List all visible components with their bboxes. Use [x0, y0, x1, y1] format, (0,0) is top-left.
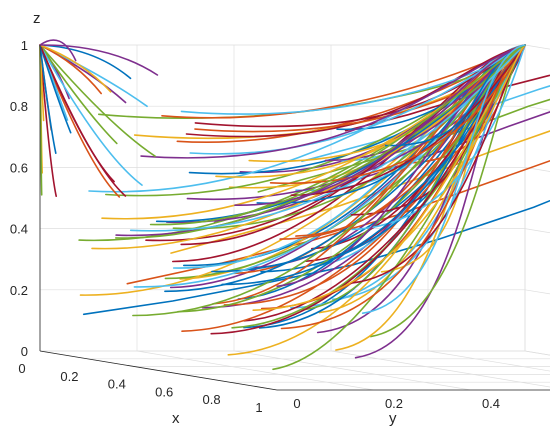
x-axis-line — [39, 350, 278, 391]
grid-line — [524, 105, 550, 111]
x-tick-label: 0.4 — [108, 377, 126, 392]
trajectory-line — [91, 44, 526, 250]
x-tick-label: 1 — [255, 400, 262, 415]
trajectory-line — [39, 44, 57, 154]
trajectory-line — [185, 44, 526, 138]
trajectory-line — [39, 39, 77, 62]
trajectory-line — [39, 44, 118, 145]
z-tick-label: 1 — [21, 38, 28, 53]
grid-line — [330, 350, 550, 388]
trajectory-line — [39, 44, 159, 76]
trajectory-line — [140, 44, 526, 159]
trajectories-layer — [39, 39, 550, 371]
trajectory-line — [369, 44, 526, 338]
grid-line — [427, 350, 550, 372]
x-tick-label: 0 — [18, 361, 25, 376]
x-tick-label: 0.8 — [203, 392, 221, 407]
grid-line — [524, 228, 550, 234]
x-axis-label: x — [172, 410, 180, 427]
trajectory-line — [82, 199, 550, 316]
x-tick-label: 0.2 — [60, 369, 78, 384]
trajectory-line — [227, 44, 526, 356]
tick-labels-layer: 00.20.40.60.8100.20.40.60.8100.20.40.60.… — [10, 38, 500, 415]
x-tick-label: 0.6 — [155, 384, 173, 399]
z-tick-label: 0.8 — [10, 99, 28, 114]
z-tick-label: 0.6 — [10, 160, 28, 175]
grid-line — [524, 167, 550, 172]
trajectory-line — [39, 44, 57, 197]
z-tick-label: 0.2 — [10, 283, 28, 298]
trajectory-line — [344, 74, 550, 132]
trajectory-line — [149, 44, 526, 226]
trajectory-line — [234, 44, 526, 207]
y-tick-label: 0 — [293, 396, 300, 411]
z-tick-label: 0.4 — [10, 222, 28, 237]
trajectory-line — [39, 44, 112, 93]
trajectory-line — [39, 44, 127, 197]
axis-layer — [39, 45, 550, 391]
grid-line — [136, 350, 375, 391]
y-axis-label: y — [389, 410, 397, 427]
trajectory-line — [189, 44, 526, 155]
trajectory-line — [361, 44, 526, 314]
trajectory-line — [39, 44, 143, 186]
trajectory-line — [257, 98, 550, 193]
trajectory-line — [39, 44, 156, 157]
trajectory-line — [351, 44, 526, 231]
trajectory-line — [39, 44, 72, 134]
trajectory-line — [39, 44, 132, 80]
z-axis-label: z — [33, 10, 41, 27]
trajectory-line — [129, 44, 526, 232]
trajectory-line — [280, 44, 526, 330]
trajectory-line — [252, 44, 526, 311]
grid-line — [233, 350, 472, 391]
y-tick-label: 0.2 — [385, 396, 403, 411]
y-tick-label: 0.4 — [482, 396, 500, 411]
grid-line — [524, 289, 550, 295]
z-tick-label: 0 — [21, 344, 28, 359]
